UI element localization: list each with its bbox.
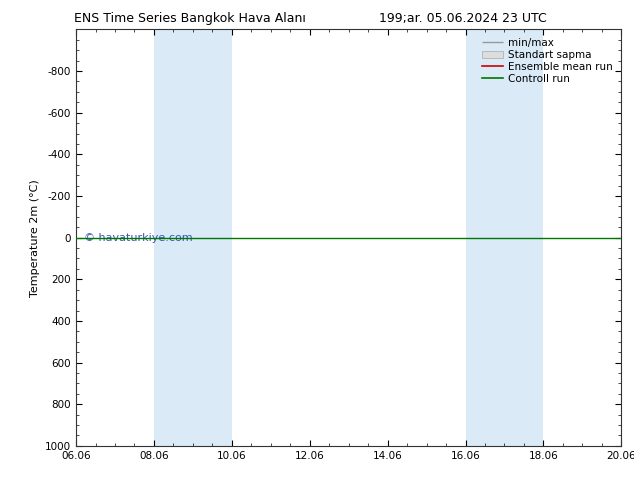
Bar (465, 29, 543, 446)
Bar (154, 29, 232, 446)
Text: 199;ar. 05.06.2024 23 UTC: 199;ar. 05.06.2024 23 UTC (379, 12, 547, 25)
Legend: min/max, Standart sapma, Ensemble mean run, Controll run: min/max, Standart sapma, Ensemble mean r… (479, 35, 616, 87)
Text: ENS Time Series Bangkok Hava Alanı: ENS Time Series Bangkok Hava Alanı (74, 12, 306, 25)
Text: © havaturkiye.com: © havaturkiye.com (84, 233, 193, 243)
Y-axis label: Temperature 2m (°C): Temperature 2m (°C) (30, 179, 39, 296)
